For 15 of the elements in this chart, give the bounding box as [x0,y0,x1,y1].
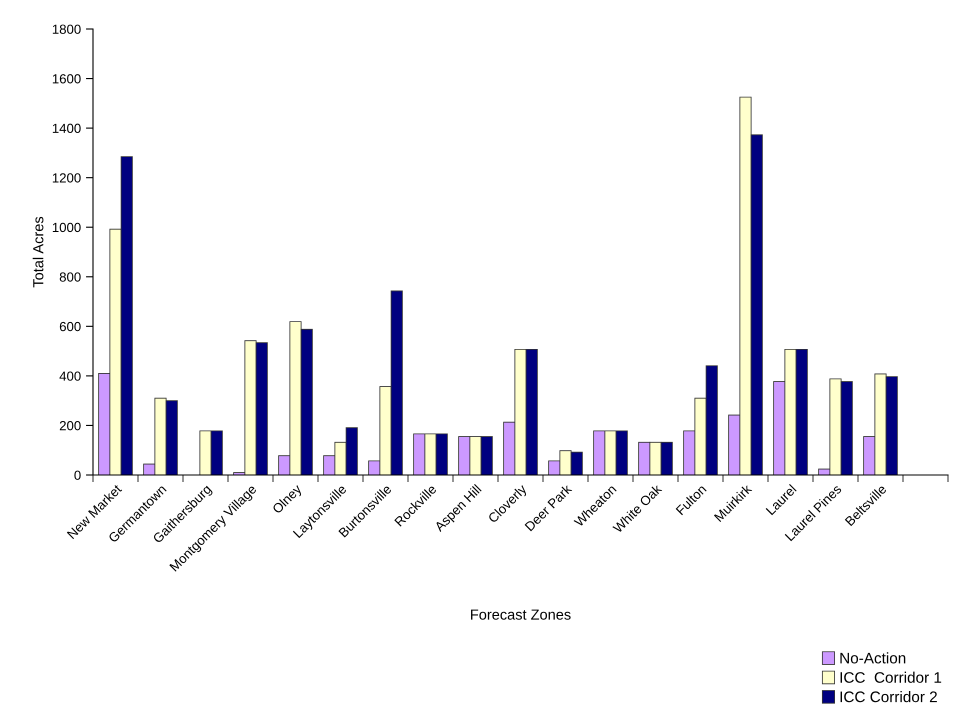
y-tick-label: 200 [60,421,81,430]
y-tick-label: 600 [60,322,81,332]
legend-label: ICC Corridor 1 [840,672,942,683]
y-tick-label: 1800 [52,24,81,34]
y-tick-label: 400 [59,371,81,381]
y-tick-label: 800 [60,272,81,282]
y-tick-label: 1600 [52,74,81,84]
y-tick-label: 1400 [52,124,81,134]
y-tick-label: 1000 [52,222,81,232]
y-tick-label: 0 [74,470,81,480]
x-axis-title: Forecast Zones [471,610,571,620]
legend-label: ICC Corridor 2 [840,691,937,702]
legend-label: No-Action [840,652,906,664]
y-axis-title: Total Acres [32,216,44,288]
y-tick-label: 1200 [52,173,81,183]
